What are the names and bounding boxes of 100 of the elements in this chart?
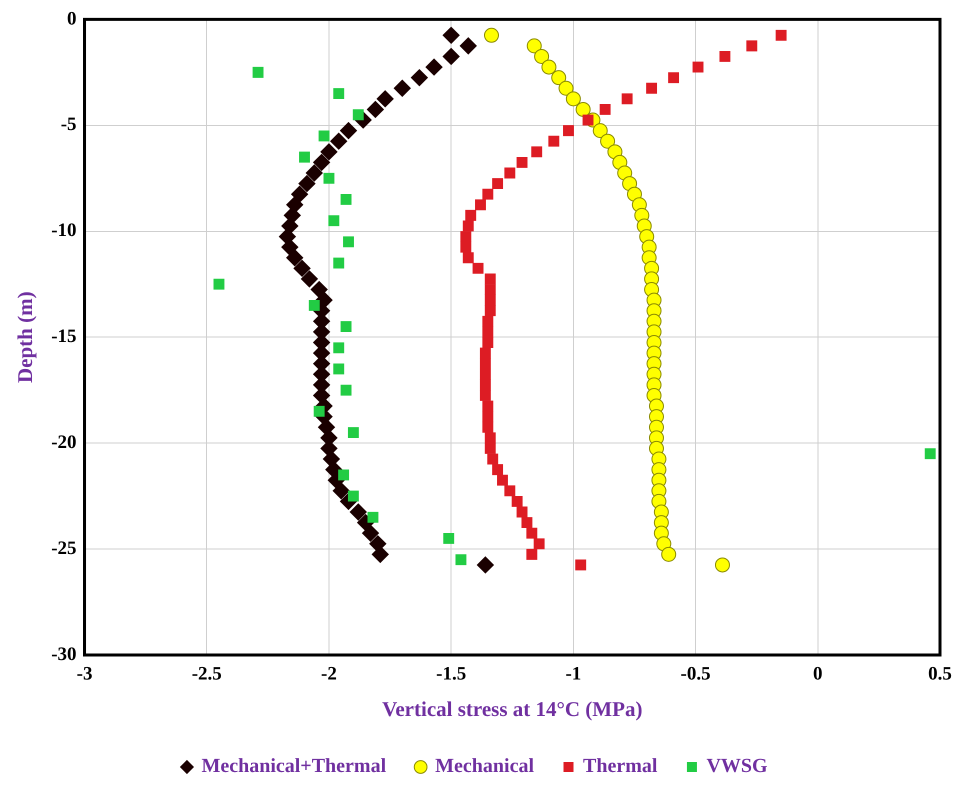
point (484, 273, 496, 284)
point (376, 90, 394, 108)
point (719, 51, 730, 62)
point (504, 168, 516, 178)
point (252, 66, 264, 78)
point (526, 548, 538, 560)
point (776, 30, 787, 41)
point (320, 143, 338, 160)
point (343, 236, 354, 248)
point (333, 364, 344, 374)
point (482, 422, 494, 433)
point (462, 220, 474, 232)
point (661, 546, 676, 562)
point (442, 26, 460, 44)
point (504, 485, 516, 496)
point (534, 538, 545, 550)
point (566, 91, 581, 106)
point (746, 40, 758, 52)
point (600, 104, 611, 115)
x-tick-label: 0.5 (928, 663, 952, 684)
x-tick-label: -2 (321, 663, 337, 684)
point (482, 316, 494, 327)
point (340, 194, 352, 205)
point (516, 156, 528, 168)
x-tick-label: -0.5 (680, 663, 711, 684)
point (313, 154, 330, 171)
y-tick-label: -30 (51, 644, 77, 665)
point (214, 278, 224, 290)
point (480, 368, 491, 380)
point (480, 358, 491, 370)
point (497, 474, 508, 486)
point (332, 482, 350, 500)
point (426, 58, 443, 76)
point (340, 384, 352, 396)
y-tick-label: -10 (51, 220, 77, 242)
point (455, 554, 466, 566)
point (366, 100, 384, 118)
point (482, 326, 494, 338)
point (460, 37, 477, 54)
point (372, 546, 389, 563)
point (281, 238, 298, 256)
point (563, 125, 574, 136)
point (472, 262, 484, 274)
point (299, 152, 310, 163)
x-tick-label: 0 (813, 663, 823, 684)
point (492, 464, 504, 476)
point (333, 88, 344, 100)
point (310, 281, 328, 298)
point (394, 80, 411, 97)
point (492, 178, 504, 190)
point (484, 432, 496, 444)
point (516, 506, 528, 518)
point (294, 260, 311, 277)
point (476, 556, 494, 574)
point (526, 528, 538, 539)
point (558, 80, 574, 96)
point (308, 300, 320, 311)
point (484, 294, 496, 306)
point (460, 242, 472, 253)
y-tick-label: -5 (60, 114, 77, 136)
point (622, 93, 633, 104)
point (367, 512, 378, 523)
point (291, 186, 308, 203)
point (600, 134, 616, 149)
point (482, 337, 494, 348)
y-tick-label: 0 (67, 8, 77, 30)
point (328, 215, 340, 226)
point (484, 305, 496, 316)
point (480, 379, 491, 390)
point (484, 442, 496, 454)
point (465, 210, 476, 221)
legend-label: Mechanical (435, 755, 534, 778)
point (348, 427, 359, 438)
point (484, 284, 496, 295)
point (340, 122, 357, 140)
point (668, 72, 680, 84)
point (482, 188, 494, 200)
point (692, 62, 704, 73)
x-tick-label: -1.5 (436, 663, 466, 684)
y-tick-label: -20 (51, 432, 77, 454)
point (462, 252, 474, 264)
point (482, 400, 494, 412)
y-axis-title: Depth (m) (13, 291, 38, 383)
point (318, 130, 330, 142)
point (484, 28, 499, 43)
point (576, 102, 591, 117)
x-tick-label: -1 (565, 663, 582, 684)
point (582, 114, 594, 126)
x-axis-title: Vertical stress at 14°C (MPa) (382, 696, 642, 721)
point (480, 348, 491, 359)
point (300, 270, 318, 288)
point (541, 60, 556, 75)
point (924, 448, 936, 460)
point (534, 48, 550, 64)
point (592, 123, 608, 138)
point (333, 342, 344, 354)
point (551, 70, 566, 86)
point (521, 517, 532, 528)
point (548, 136, 560, 147)
x-tick-label: -2.5 (192, 663, 222, 684)
